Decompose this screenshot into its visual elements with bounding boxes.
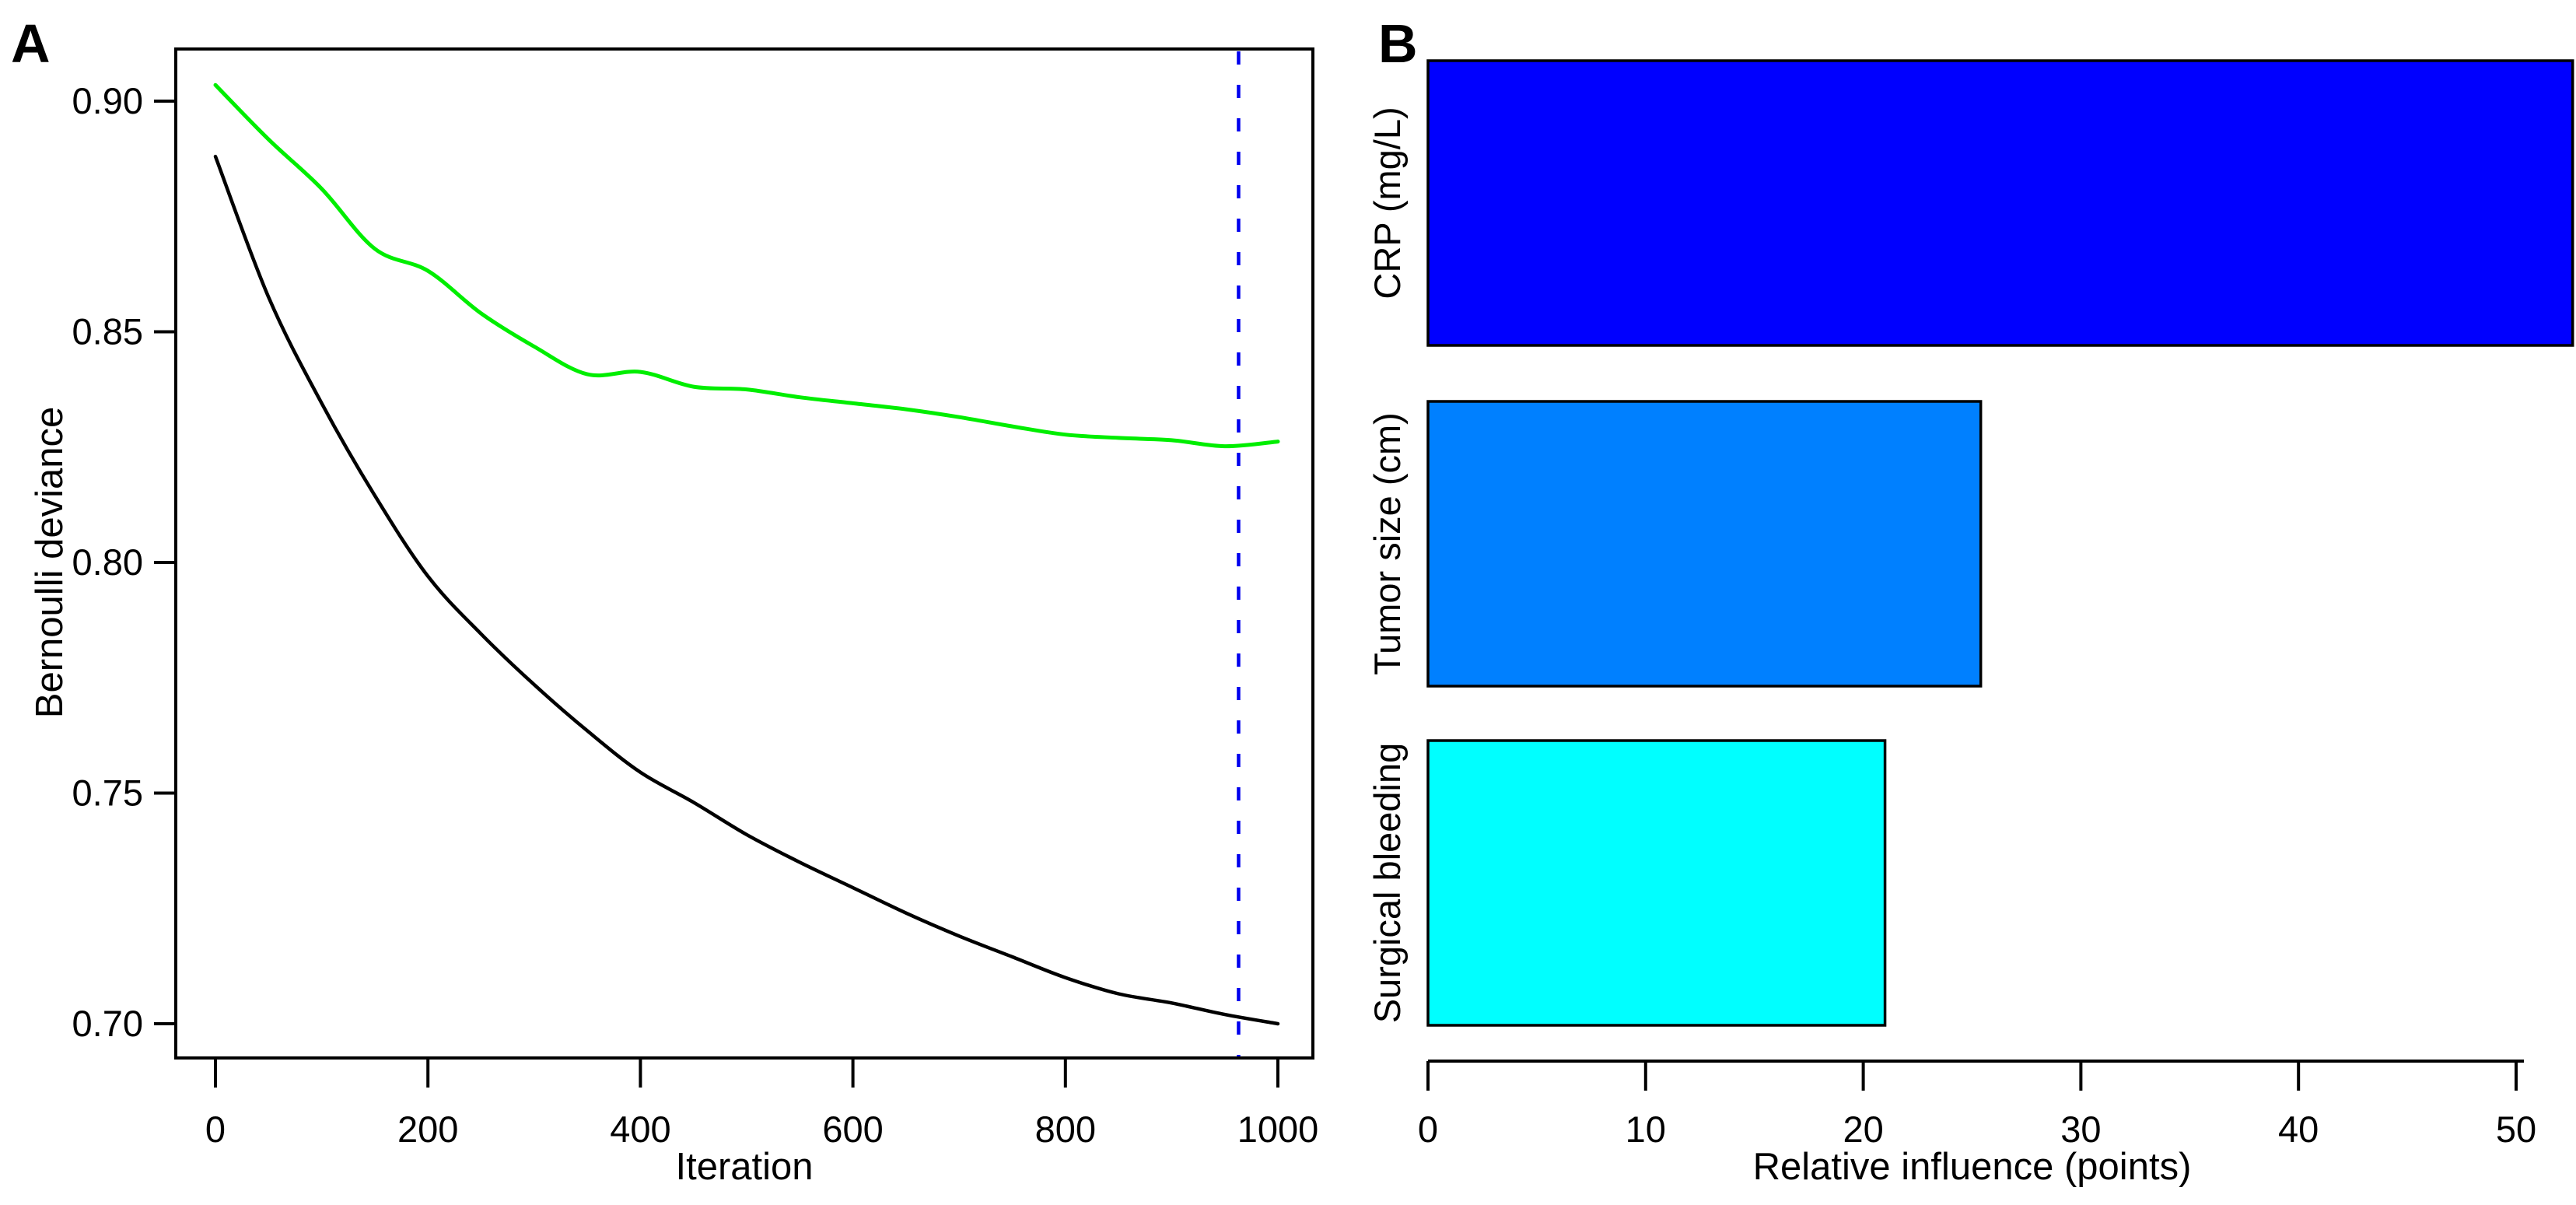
- panel-a-x-tick-label: 400: [610, 1109, 670, 1150]
- panel-a-label: A: [11, 13, 51, 74]
- panel-b-x-tick-label: 50: [2496, 1109, 2536, 1150]
- bar-surgical-bleeding: [1426, 739, 1887, 1027]
- validation-deviance-curve: [213, 82, 1280, 449]
- panel-a-y-tick-label: 0.85: [72, 311, 143, 352]
- panel-a-y-tick-label: 0.80: [72, 541, 143, 583]
- panel-a-x-tick-label: 0: [205, 1109, 226, 1150]
- panel-b-x-tick-label: 10: [1626, 1109, 1666, 1150]
- bar-surgical-bleeding-label: Surgical bleeding: [1367, 743, 1408, 1024]
- panel-a-x-axis-title: Iteration: [675, 1146, 813, 1188]
- bar-crp-label: CRP (mg/L): [1367, 107, 1408, 299]
- panel-a-y-axis-title: Bernoulli deviance: [29, 407, 71, 718]
- panel-a-y-tick-label: 0.70: [72, 1003, 143, 1044]
- bar-tumor-size: [1426, 400, 1983, 688]
- panel-b-label: B: [1378, 13, 1418, 74]
- panel-a-plot-box: [174, 47, 1314, 1060]
- panel-a-x-tick-label: 600: [822, 1109, 883, 1150]
- bar-crp: [1426, 59, 2574, 347]
- panel-a-x-tick-label: 800: [1035, 1109, 1096, 1150]
- training-deviance-curve: [213, 154, 1280, 1026]
- panel-b-x-tick-label: 40: [2278, 1109, 2319, 1150]
- panel-b: 0 10 20 30 40 50 Relative influence (points) CR…: [1367, 13, 2574, 1188]
- panel-a-y-tick-label: 0.90: [72, 80, 143, 121]
- panel-b-x-tick-label: 0: [1418, 1109, 1438, 1150]
- panel-a-x-tick-label: 1000: [1237, 1109, 1319, 1150]
- panel-b-x-tick-label: 20: [1843, 1109, 1883, 1150]
- panel-a-x-tick-label: 200: [397, 1109, 458, 1150]
- panel-b-x-axis-title: Relative influence (points): [1753, 1146, 2192, 1188]
- panel-a-y-tick-label: 0.75: [72, 772, 143, 814]
- panel-b-x-tick-label: 30: [2060, 1109, 2101, 1150]
- bar-tumor-size-label: Tumor size (cm): [1367, 412, 1408, 675]
- panel-a: 0.90 0.85 0.80 0.75 0.70 0 200 400 600 800 1000 Ite…: [11, 13, 1318, 1188]
